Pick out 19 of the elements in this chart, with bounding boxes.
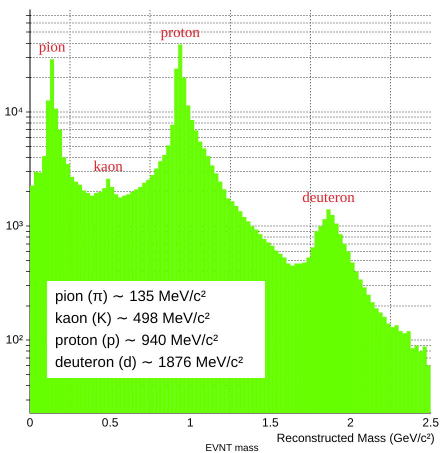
text: EVNT mass — [205, 443, 259, 453]
x-tick-label: 0.5 — [102, 416, 119, 430]
y-tick-label: 10² — [6, 332, 24, 346]
x-tick-label: 2.5 — [422, 416, 440, 430]
annotation: kaon (K) ∼ 498 MeV/c² — [55, 309, 211, 329]
y-tick-label: 10⁴ — [4, 104, 23, 118]
annotation: kaon — [94, 159, 124, 176]
x-tick-label: 1.5 — [262, 416, 280, 430]
annotation: proton (p) ∼ 940 MeV/c² — [55, 331, 220, 351]
annotation: pion (π) ∼ 135 MeV/c² — [55, 287, 207, 307]
annotation: pion — [38, 40, 66, 56]
x-axis-title: Reconstructed Mass (GeV/c²) — [276, 431, 435, 445]
y-tick-label: 10³ — [6, 218, 24, 232]
x-tick-label: 0 — [26, 416, 34, 430]
annotation: deuteron (d) ∼ 1876 MeV/c² — [55, 353, 244, 373]
x-tick-label: 2 — [347, 416, 354, 430]
annotation: proton — [160, 24, 200, 41]
x-tick-label: 1 — [186, 416, 194, 430]
annotation: deuteron — [302, 190, 356, 206]
